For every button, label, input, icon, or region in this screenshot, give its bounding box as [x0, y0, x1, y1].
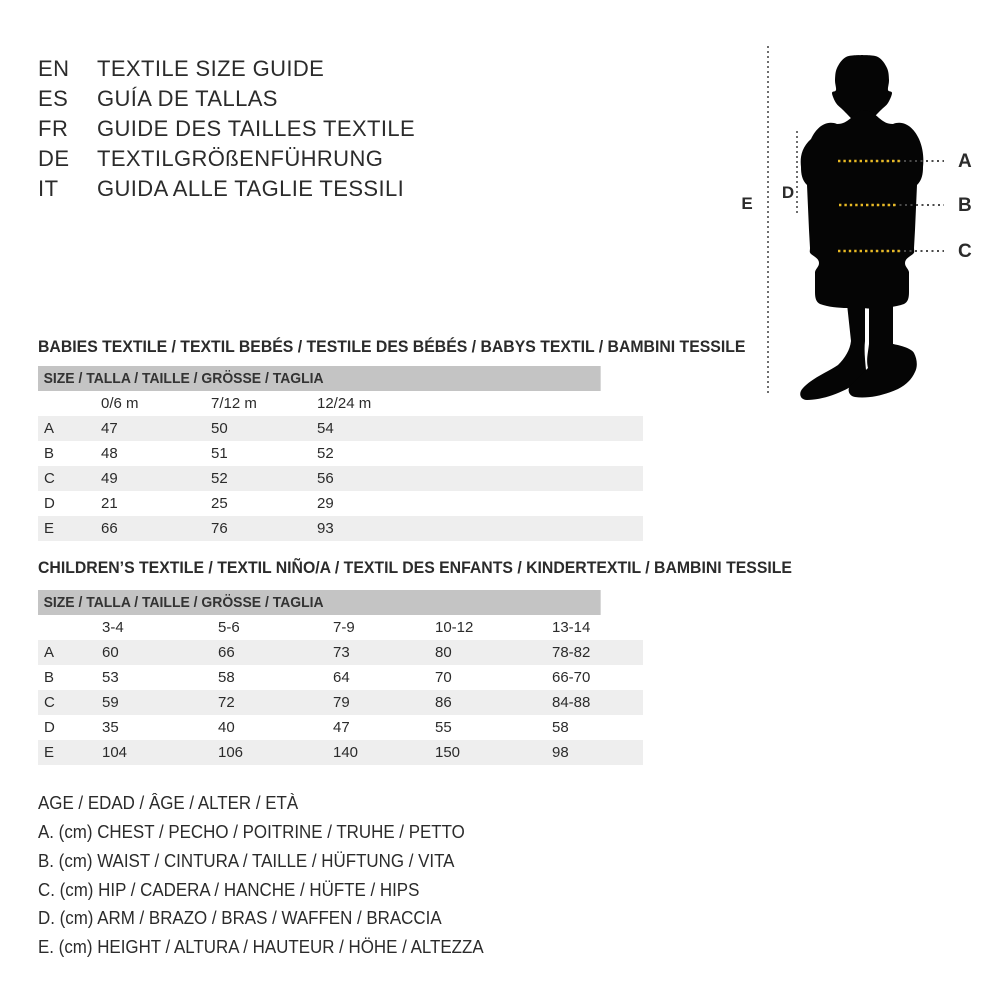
svg-text:A: A: [958, 151, 972, 172]
svg-text:E: E: [741, 194, 752, 213]
svg-text:C: C: [958, 241, 972, 262]
svg-text:D: D: [782, 183, 794, 202]
svg-text:B: B: [958, 195, 972, 216]
